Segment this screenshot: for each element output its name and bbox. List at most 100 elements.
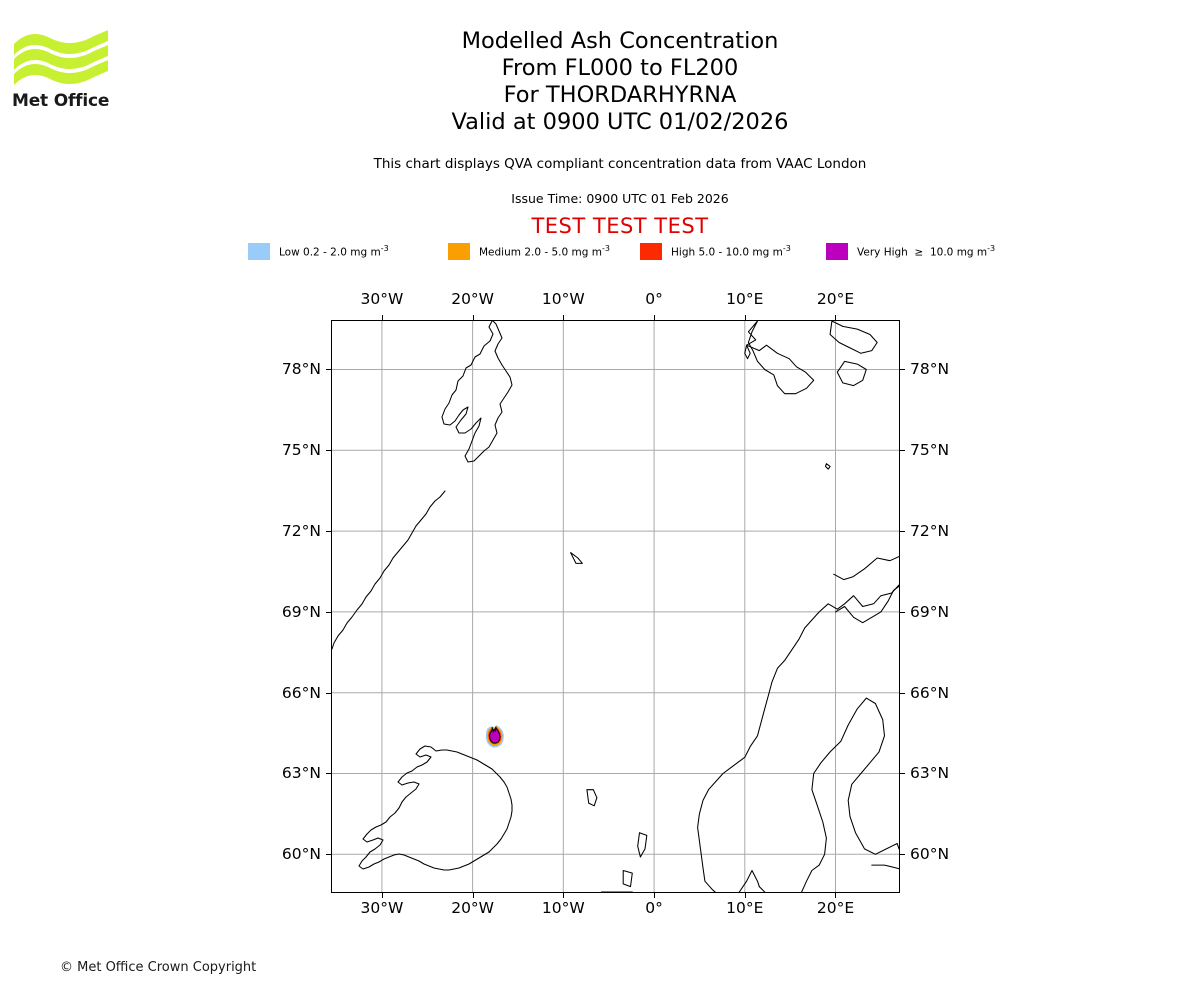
legend-item-0: Low 0.2 - 2.0 mg m-3 [248,240,389,262]
ash-contour-very-high [489,727,501,744]
coastline-sweden-finland-bothnia [758,697,899,892]
lat-tick-label-left-6: 60°N [281,845,321,864]
copyright-notice: © Met Office Crown Copyright [60,960,257,975]
lat-tick-label-right-6: 60°N [910,845,950,864]
lat-tick-mark-right-4 [900,692,905,694]
coastline-shetland [637,832,648,858]
lon-tick-mark-bottom-0 [381,893,383,898]
lon-tick-mark-bottom-2 [563,893,565,898]
lon-tick-label-top-1: 20°W [451,290,495,308]
coastline-orkney [622,869,633,888]
lon-tick-mark-top-1 [472,315,474,320]
lon-tick-label-bottom-4: 10°E [726,899,764,917]
lon-tick-label-top-2: 10°W [541,290,585,308]
ash-plume-outline [488,726,501,744]
legend-swatch-1 [448,242,470,260]
lon-tick-label-bottom-3: 0° [645,899,663,917]
coastline-faroe-islands [586,789,598,807]
lon-tick-label-top-5: 20°E [816,290,855,308]
lon-tick-mark-top-4 [744,315,746,320]
coastline-greenland-fjords [332,490,446,650]
lon-tick-mark-bottom-1 [472,893,474,898]
lat-tick-label-right-2: 72°N [910,522,950,541]
page-title: Modelled Ash Concentration [461,28,779,54]
lon-tick-mark-top-2 [563,315,565,320]
lat-tick-label-right-5: 63°N [910,764,950,783]
lat-tick-label-right-0: 78°N [910,360,950,379]
lat-tick-mark-left-3 [326,611,331,613]
coastline-svalbard-prins-karls [744,344,751,360]
lon-tick-label-bottom-1: 20°W [451,899,495,917]
ash-plume-ridge-0 [491,727,494,733]
legend-item-2: High 5.0 - 10.0 mg m-3 [640,240,791,262]
coastline-svalbard-spitsbergen [746,321,815,395]
coastline-finland-north [834,585,899,624]
lat-tick-mark-right-2 [900,531,905,533]
lat-tick-label-left-2: 72°N [281,522,321,541]
map-gridlines [332,321,899,892]
lat-tick-label-right-3: 69°N [910,602,950,621]
lat-tick-mark-right-0 [900,369,905,371]
lon-tick-label-bottom-0: 30°W [360,899,404,917]
lat-tick-mark-left-2 [326,531,331,533]
legend-item-3: Very High ≥ 10.0 mg m-3 [826,240,995,262]
legend-label-1: Medium 2.0 - 5.0 mg m-3 [479,243,610,259]
lat-tick-label-left-0: 78°N [281,360,321,379]
legend-item-1: Medium 2.0 - 5.0 mg m-3 [448,240,610,262]
qva-note: This chart displays QVA compliant concen… [373,156,867,172]
lon-tick-mark-top-3 [654,315,656,320]
lat-tick-mark-right-3 [900,611,905,613]
legend-swatch-0 [248,242,270,260]
lat-tick-mark-left-0 [326,369,331,371]
legend-swatch-3 [826,242,848,260]
coastlines [332,321,899,892]
coastline-svalbard-nordaustlandet [829,321,878,354]
chart-title-block: Modelled Ash Concentration From FL000 to… [280,28,960,136]
lat-tick-label-left-4: 66°N [281,683,321,702]
legend-swatch-2 [640,242,662,260]
lat-tick-label-left-1: 75°N [281,441,321,460]
ash-cloud-contours [485,725,504,748]
lat-tick-label-right-1: 75°N [910,441,950,460]
lat-tick-mark-right-5 [900,773,905,775]
lat-tick-label-right-4: 66°N [910,683,950,702]
lon-tick-mark-bottom-4 [744,893,746,898]
lon-tick-mark-bottom-3 [654,893,656,898]
met-office-logo: Met Office [12,28,122,112]
lon-tick-label-bottom-2: 10°W [541,899,585,917]
title-volcano: For THORDARHYRNA [503,82,737,108]
issue-time: Issue Time: 0900 UTC 01 Feb 2026 [511,191,729,206]
concentration-legend: Low 0.2 - 2.0 mg m-3 Medium 2.0 - 5.0 mg … [248,240,995,262]
legend-label-0: Low 0.2 - 2.0 mg m-3 [279,243,389,259]
lon-tick-label-top-3: 0° [645,290,663,308]
coastline-svalbard-edgeoya [836,360,867,387]
lon-tick-mark-top-0 [381,315,383,320]
lat-tick-mark-left-6 [326,854,331,856]
legend-label-3: Very High ≥ 10.0 mg m-3 [857,243,996,259]
met-office-logo-text: Met Office [12,91,110,111]
title-valid-time: Valid at 0900 UTC 01/02/2026 [451,109,789,135]
lon-tick-label-top-4: 10°E [726,290,764,308]
legend-label-2: High 5.0 - 10.0 mg m-3 [671,243,791,259]
coastline-greenland [441,321,513,463]
lat-tick-mark-left-5 [326,773,331,775]
lat-tick-mark-right-1 [900,450,905,452]
lon-tick-label-bottom-5: 20°E [816,899,855,917]
map-canvas [332,321,899,892]
coastline-jan-mayen [570,552,583,564]
map-plot-area[interactable] [331,320,900,893]
lat-tick-mark-left-1 [326,450,331,452]
lon-tick-mark-top-5 [835,315,837,320]
coastline-norway-scandinavia [697,555,899,892]
lon-tick-mark-bottom-5 [835,893,837,898]
met-office-waves-logo-icon [14,30,108,85]
coastline-iceland [358,745,513,871]
title-flight-levels: From FL000 to FL200 [501,55,739,81]
coastline-baltic-east [871,864,899,870]
coastline-bjornoya [824,463,831,470]
lat-tick-label-left-3: 69°N [281,602,321,621]
lon-tick-label-top-0: 30°W [360,290,404,308]
ash-plume-ridge-1 [494,726,497,733]
test-banner: TEST TEST TEST [531,214,709,238]
lat-tick-mark-left-4 [326,692,331,694]
